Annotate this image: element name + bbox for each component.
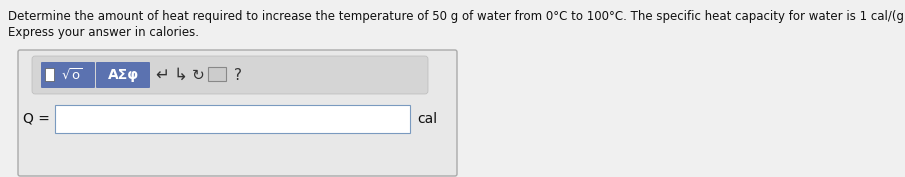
Bar (208, 67, 226, 81)
Text: AΣφ: AΣφ (108, 68, 138, 82)
Text: Express your answer in calories.: Express your answer in calories. (8, 26, 199, 39)
Text: Q =: Q = (23, 112, 50, 126)
Text: Determine the amount of heat required to increase the temperature of 50 g of wat: Determine the amount of heat required to… (8, 10, 905, 23)
FancyBboxPatch shape (41, 62, 95, 88)
Text: ?: ? (234, 67, 242, 82)
Text: ↳: ↳ (173, 66, 187, 84)
Bar (55, 105, 410, 133)
FancyBboxPatch shape (96, 62, 150, 88)
FancyBboxPatch shape (32, 56, 428, 94)
Text: ↵: ↵ (155, 66, 169, 84)
Text: cal: cal (417, 112, 437, 126)
FancyBboxPatch shape (18, 50, 457, 176)
Text: ↻: ↻ (192, 67, 205, 82)
Bar (45, 68, 54, 81)
Text: $\sqrt{\mathsf{o}}$: $\sqrt{\mathsf{o}}$ (61, 67, 83, 83)
